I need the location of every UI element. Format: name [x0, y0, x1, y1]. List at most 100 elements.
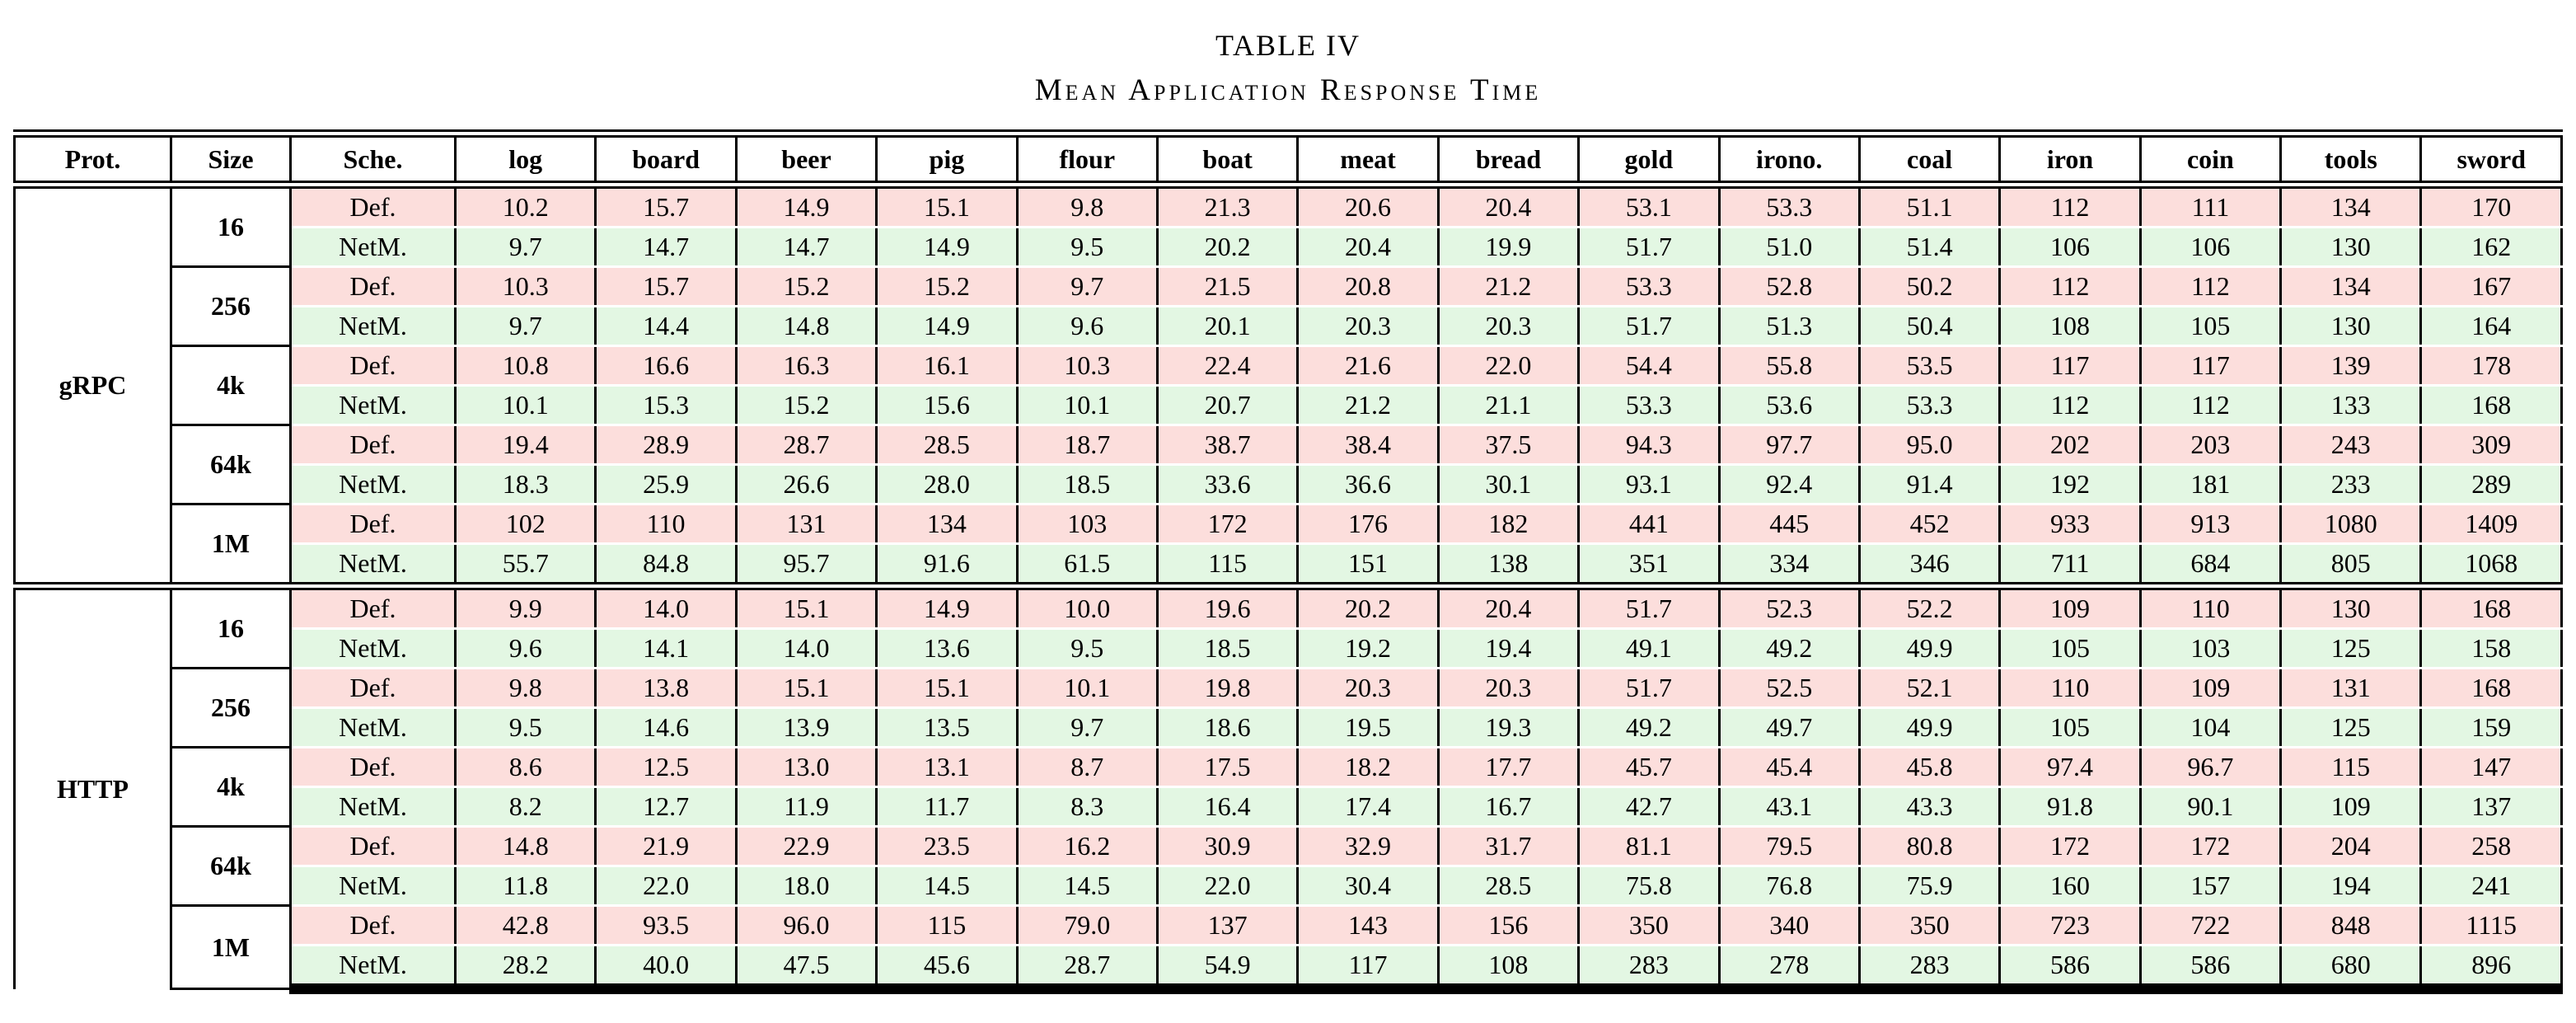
value-cell-pig: 14.5 [875, 865, 1019, 907]
value-cell-board: 14.1 [594, 627, 738, 669]
value-cell-flour: 9.7 [1015, 706, 1159, 748]
value-cell-board: 110 [594, 503, 738, 545]
value-cell-sword: 289 [2419, 463, 2563, 505]
scheduler-cell: NetM. [289, 865, 457, 907]
size-cell-grpc-1m: 1M [170, 503, 292, 588]
value-cell-meat: 18.2 [1296, 746, 1440, 788]
value-cell-meat: 32.9 [1296, 825, 1440, 867]
value-cell-irono: 55.8 [1717, 345, 1861, 387]
value-cell-boat: 21.3 [1155, 183, 1300, 228]
value-cell-meat: 21.6 [1296, 345, 1440, 387]
value-cell-gold: 51.7 [1577, 667, 1721, 709]
column-header-gold: gold [1577, 129, 1721, 189]
value-cell-iron: 91.8 [1998, 786, 2142, 828]
value-cell-iron: 160 [1998, 865, 2142, 907]
value-cell-coin: 104 [2138, 706, 2283, 748]
value-cell-iron: 106 [1998, 226, 2142, 268]
value-cell-meat: 38.4 [1296, 424, 1440, 466]
table-row-grpc-256-def: 256 Def. 10.3 15.7 15.2 15.2 9.7 21.5 20.8 21.2 53… [15, 265, 2563, 347]
value-cell-irono: 97.7 [1717, 424, 1861, 466]
value-cell-irono: 278 [1717, 944, 1861, 994]
value-cell-iron: 711 [1998, 542, 2142, 588]
value-cell-gold: 42.7 [1577, 786, 1721, 828]
value-cell-coin: 106 [2138, 226, 2283, 268]
column-header-size: Size [170, 129, 292, 189]
value-cell-flour: 61.5 [1015, 542, 1159, 588]
value-cell-coal: 52.2 [1857, 582, 2002, 630]
value-cell-beer: 26.6 [734, 463, 878, 505]
value-cell-iron: 112 [1998, 265, 2142, 307]
value-cell-tools: 130 [2279, 305, 2423, 347]
value-cell-flour: 18.5 [1015, 463, 1159, 505]
value-cell-bread: 21.1 [1436, 384, 1581, 426]
value-cell-sword: 162 [2419, 226, 2563, 268]
table-row-http-64k-netm: NetM. 11.8 22.0 18.0 14.5 14.5 22.0 30.4 28.5 75.… [15, 865, 2563, 907]
value-cell-boat: 20.1 [1155, 305, 1300, 347]
table-row-http-1m-def: 1M Def. 42.8 93.5 96.0 115 79.0 137 143 156 350 340… [15, 904, 2563, 990]
size-cell-http-256: 256 [170, 667, 292, 748]
value-cell-flour: 9.8 [1015, 183, 1159, 228]
value-cell-flour: 16.2 [1015, 825, 1159, 867]
scheduler-cell: NetM. [289, 627, 457, 669]
value-cell-pig: 15.1 [875, 183, 1019, 228]
column-header-tools: tools [2279, 129, 2423, 189]
value-cell-beer: 18.0 [734, 865, 878, 907]
value-cell-flour: 9.6 [1015, 305, 1159, 347]
value-cell-pig: 13.6 [875, 627, 1019, 669]
table-row-grpc-16-netm: NetM. 9.7 14.7 14.7 14.9 9.5 20.2 20.4 19.9 51.7 5… [15, 226, 2563, 268]
table-header-row: Prot. Size Sche. log board beer pig flour boat me… [13, 129, 2563, 189]
scheduler-cell: NetM. [289, 706, 457, 748]
value-cell-log: 9.5 [453, 706, 597, 748]
value-cell-gold: 350 [1577, 904, 1721, 946]
value-cell-bread: 20.4 [1436, 582, 1581, 630]
value-cell-tools: 848 [2279, 904, 2423, 946]
value-cell-boat: 20.7 [1155, 384, 1300, 426]
value-cell-tools: 194 [2279, 865, 2423, 907]
value-cell-coal: 53.5 [1857, 345, 2002, 387]
value-cell-log: 9.6 [453, 627, 597, 669]
value-cell-pig: 134 [875, 503, 1019, 545]
value-cell-flour: 8.3 [1015, 786, 1159, 828]
value-cell-meat: 176 [1296, 503, 1440, 545]
table-row-grpc-64k-def: 64k Def. 19.4 28.9 28.7 28.5 18.7 38.7 38.4 37.5 9… [15, 424, 2563, 505]
value-cell-bread: 37.5 [1436, 424, 1581, 466]
table-row-http-256-def: 256 Def. 9.8 13.8 15.1 15.1 10.1 19.8 20.3 20.3 51… [15, 667, 2563, 748]
scheduler-cell: Def. [289, 825, 457, 867]
value-cell-beer: 95.7 [734, 542, 878, 588]
value-cell-coal: 50.4 [1857, 305, 2002, 347]
value-cell-pig: 23.5 [875, 825, 1019, 867]
value-cell-sword: 168 [2419, 582, 2563, 630]
value-cell-pig: 14.9 [875, 226, 1019, 268]
size-cell-http-1m: 1M [170, 904, 292, 990]
value-cell-bread: 19.3 [1436, 706, 1581, 748]
value-cell-coal: 49.9 [1857, 627, 2002, 669]
value-cell-iron: 97.4 [1998, 746, 2142, 788]
value-cell-irono: 49.2 [1717, 627, 1861, 669]
value-cell-coin: 586 [2138, 944, 2283, 994]
value-cell-meat: 20.4 [1296, 226, 1440, 268]
value-cell-pig: 13.5 [875, 706, 1019, 748]
column-header-bread: bread [1436, 129, 1581, 189]
value-cell-beer: 14.7 [734, 226, 878, 268]
value-cell-tools: 109 [2279, 786, 2423, 828]
value-cell-beer: 11.9 [734, 786, 878, 828]
value-cell-iron: 117 [1998, 345, 2142, 387]
value-cell-meat: 20.6 [1296, 183, 1440, 228]
protocol-cell-http: HTTP [13, 582, 172, 989]
value-cell-beer: 47.5 [734, 944, 878, 994]
value-cell-coin: 96.7 [2138, 746, 2283, 788]
value-cell-gold: 51.7 [1577, 582, 1721, 630]
value-cell-log: 14.8 [453, 825, 597, 867]
scheduler-cell: NetM. [289, 463, 457, 505]
value-cell-meat: 36.6 [1296, 463, 1440, 505]
value-cell-beer: 15.2 [734, 265, 878, 307]
value-cell-irono: 53.3 [1717, 183, 1861, 228]
size-cell-grpc-4k: 4k [170, 345, 292, 426]
size-cell-grpc-64k: 64k [170, 424, 292, 505]
value-cell-coal: 75.9 [1857, 865, 2002, 907]
value-cell-tools: 233 [2279, 463, 2423, 505]
table-row-http-4k-netm: NetM. 8.2 12.7 11.9 11.7 8.3 16.4 17.4 16.7 42.7 4… [15, 786, 2563, 828]
value-cell-boat: 21.5 [1155, 265, 1300, 307]
value-cell-flour: 9.5 [1015, 627, 1159, 669]
table-row-grpc-64k-netm: NetM. 18.3 25.9 26.6 28.0 18.5 33.6 36.6 30.1 93.… [15, 463, 2563, 505]
